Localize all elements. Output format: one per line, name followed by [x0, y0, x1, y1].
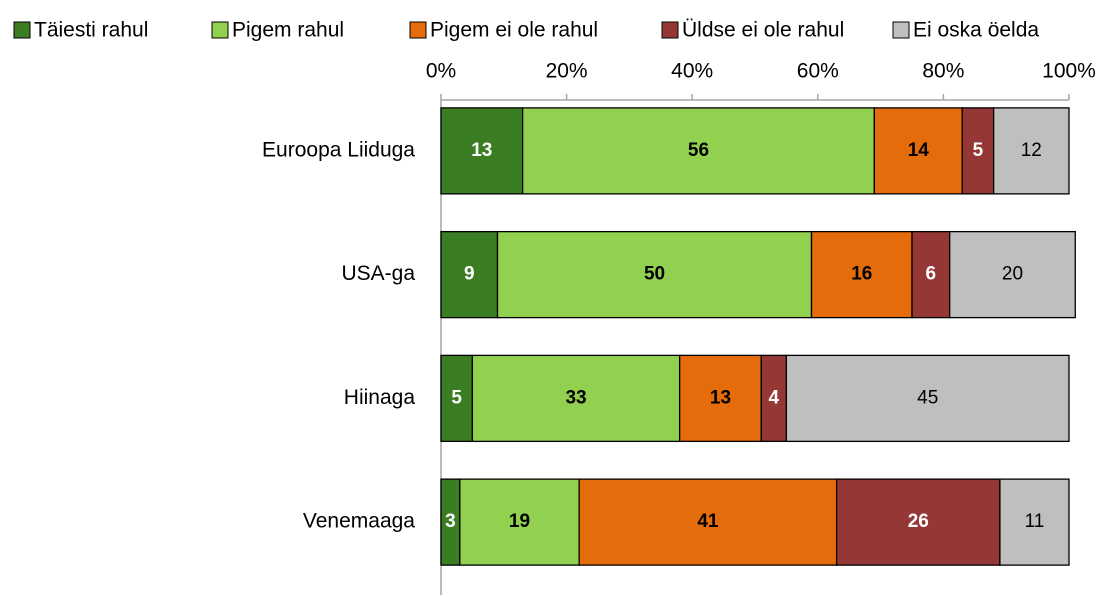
- legend-label: Ei oska öelda: [913, 19, 1039, 42]
- category-label: Euroopa Liiduga: [262, 138, 415, 161]
- bar-segment: [440, 107, 524, 195]
- bar-segment: [949, 230, 1076, 319]
- legend-label: Üldse ei ole rahul: [682, 19, 844, 42]
- bar-segment: [760, 354, 788, 443]
- data-label: 19: [509, 511, 530, 532]
- bar-segment: [440, 354, 474, 443]
- bar-segment: [521, 107, 875, 195]
- x-tick-label: 0%: [426, 60, 456, 83]
- data-label: 56: [688, 140, 709, 161]
- bar-segment: [785, 354, 1070, 443]
- data-label: 14: [908, 140, 930, 161]
- bar-segment: [678, 354, 762, 443]
- data-label: 5: [451, 387, 462, 408]
- legend-swatch: [409, 21, 427, 39]
- x-tick-label: 40%: [671, 60, 713, 83]
- data-label: 20: [1002, 264, 1023, 285]
- data-label: 26: [908, 511, 929, 532]
- data-label: 41: [697, 511, 719, 532]
- legend-swatch: [892, 21, 910, 39]
- data-label: 4: [769, 387, 780, 408]
- data-label: 5: [973, 140, 984, 161]
- bar-segment: [992, 107, 1070, 195]
- x-tick-label: 80%: [922, 60, 964, 83]
- x-tick-label: 20%: [546, 60, 588, 83]
- legend-label: Pigem rahul: [232, 19, 344, 42]
- category-label: Hiinaga: [344, 386, 416, 409]
- bar-segment: [471, 354, 681, 443]
- legend-swatch: [13, 21, 31, 39]
- x-tick-label: 60%: [797, 60, 839, 83]
- data-label: 13: [471, 140, 492, 161]
- bar-segment: [459, 478, 580, 566]
- data-label: 9: [464, 264, 475, 285]
- data-label: 11: [1025, 511, 1045, 532]
- data-label: 50: [644, 264, 665, 285]
- data-label: 33: [565, 387, 586, 408]
- bar-segment: [440, 230, 499, 319]
- data-label: 16: [851, 264, 872, 285]
- bar-segment: [999, 478, 1070, 566]
- legend-swatch: [211, 21, 229, 39]
- bar-segment: [911, 230, 951, 319]
- data-label: 13: [710, 387, 731, 408]
- legend-label: Pigem ei ole rahul: [430, 19, 598, 42]
- bar-segment: [496, 230, 813, 319]
- bar-segment: [810, 230, 913, 319]
- legend-label: Täiesti rahul: [34, 19, 148, 42]
- bar-segment: [578, 478, 838, 566]
- x-tick-label: 100%: [1042, 60, 1096, 83]
- category-label: USA-ga: [341, 262, 415, 285]
- bar-segment: [835, 478, 1001, 566]
- data-label: 12: [1021, 140, 1042, 161]
- legend-swatch: [661, 21, 679, 39]
- data-label: 3: [445, 511, 456, 532]
- data-label: 6: [926, 264, 937, 285]
- category-label: Venemaaga: [303, 510, 415, 533]
- data-label: 45: [917, 387, 938, 408]
